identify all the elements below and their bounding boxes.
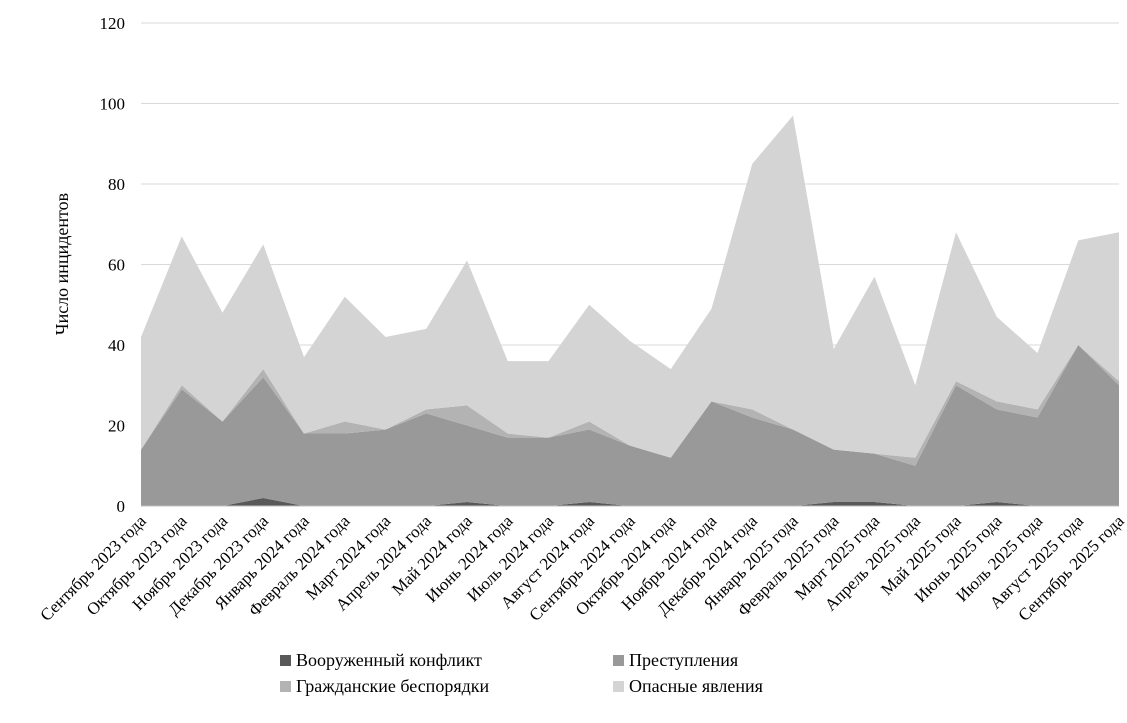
legend-label-crimes: Преступления — [629, 649, 739, 670]
y-tick-label: 100 — [100, 95, 126, 114]
legend-label-civil-unrest: Гражданские беспорядки — [296, 675, 490, 696]
area-series-1 — [141, 497, 1119, 506]
legend-item-hazards: Опасные явления — [613, 674, 873, 698]
legend-swatch-armed-conflict — [280, 654, 291, 666]
legend-item-civil-unrest: Гражданские беспорядки — [280, 674, 613, 698]
area-series-2 — [141, 345, 1119, 506]
y-tick-label: 80 — [108, 175, 125, 194]
legend-swatch-civil-unrest — [280, 680, 291, 692]
y-tick-label: 120 — [100, 14, 126, 33]
legend: Вооруженный конфликт Преступления Гражда… — [280, 648, 880, 698]
area-series-4 — [141, 115, 1119, 458]
area-layer — [141, 115, 1119, 506]
y-tick-label: 40 — [108, 336, 125, 355]
y-tick-label: 20 — [108, 417, 125, 436]
y-tick-labels: 0 20 40 60 80 100 120 — [100, 14, 126, 516]
y-axis-title: Число инцидентов — [52, 193, 72, 335]
legend-label-armed-conflict: Вооруженный конфликт — [296, 649, 482, 670]
legend-item-armed-conflict: Вооруженный конфликт — [280, 648, 613, 672]
y-tick-label: 60 — [108, 256, 125, 275]
legend-item-crimes: Преступления — [613, 648, 873, 672]
legend-label-hazards: Опасные явления — [629, 675, 763, 696]
y-tick-label: 0 — [117, 497, 126, 516]
stacked-area-chart: 0 20 40 60 80 100 120 Сентябрь 2023 годаОктябр… — [36, 14, 1127, 625]
legend-swatch-hazards — [613, 680, 624, 692]
legend-swatch-crimes — [613, 654, 624, 666]
